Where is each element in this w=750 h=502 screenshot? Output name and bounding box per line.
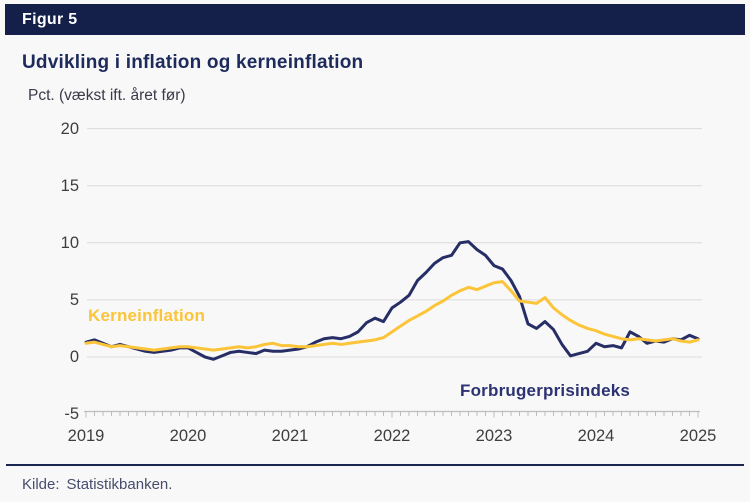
figure-header-bar: Figur 5 (5, 4, 745, 35)
source-label: Kilde: (22, 476, 60, 493)
x-tick-label: 2023 (475, 427, 513, 445)
y-axis-unit-label: Pct. (vækst ift. året før) (28, 87, 186, 104)
x-tick-label: 2024 (577, 427, 615, 445)
figure-number: Figur 5 (22, 10, 78, 28)
x-tick-label: 2019 (67, 427, 105, 445)
series-line-forbrugerprisindeks (84, 240, 700, 361)
x-tick-label: 2025 (679, 427, 717, 445)
y-tick-label: 5 (69, 290, 79, 309)
series-label-kerneinflation: Kerneinflation (88, 306, 206, 325)
x-tick-label: 2020 (169, 427, 207, 445)
series-label-forbrugerprisindeks: Forbrugerprisindeks (460, 381, 631, 400)
x-tick-label: 2021 (271, 427, 309, 445)
y-tick-label: 15 (60, 176, 79, 195)
source-note: Kilde: Statistikbanken. (22, 476, 172, 493)
y-tick-label: -5 (64, 405, 79, 424)
y-tick-label: 20 (60, 119, 79, 138)
source-text: Statistikbanken. (66, 476, 173, 493)
y-tick-label: 0 (69, 348, 79, 366)
chart-title: Udvikling i inflation og kerneinflation (22, 52, 364, 73)
x-tick-label: 2022 (373, 427, 411, 445)
footer-divider (6, 464, 744, 466)
y-tick-label: 10 (60, 233, 79, 252)
